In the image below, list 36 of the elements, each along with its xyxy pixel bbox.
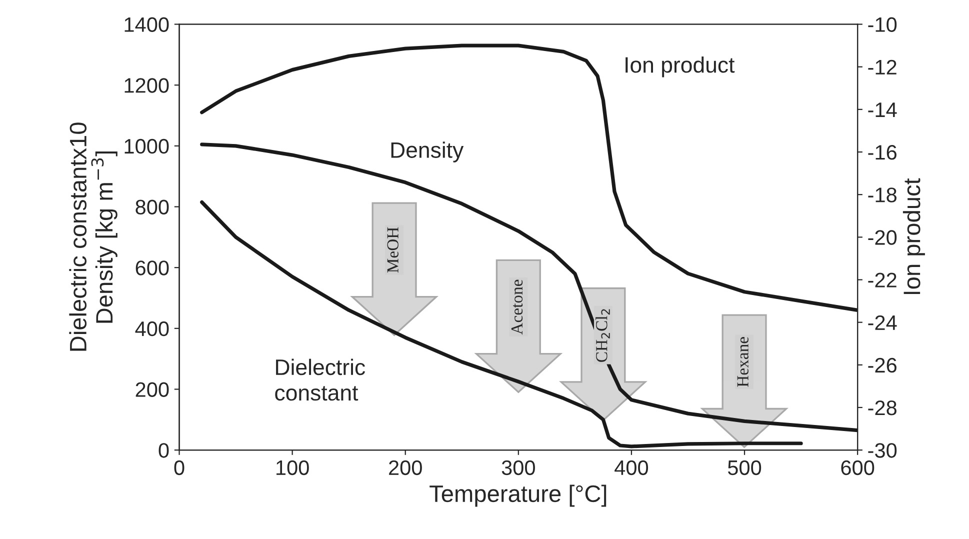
y2-tick-label: -24 xyxy=(868,315,897,330)
y2-tick-label: -28 xyxy=(868,400,896,416)
y2-tick-label: -30 xyxy=(868,443,897,458)
series-label: Ion product xyxy=(626,56,735,78)
series-label: Dielectric constant xyxy=(275,358,366,401)
y-tick-label: 400 xyxy=(135,321,169,336)
x-tick-label: 0 xyxy=(174,460,184,476)
y2-axis-title: Ion product xyxy=(902,178,925,294)
x-tick-label: 300 xyxy=(502,460,535,476)
x-tick-label: 200 xyxy=(389,460,422,476)
x-tick-label: 500 xyxy=(728,460,762,476)
y-tick-label: 1000 xyxy=(124,138,169,154)
series-label: Density xyxy=(391,142,464,162)
y2-tick-label: -20 xyxy=(868,230,897,245)
x-axis-title: Temperature [°C] xyxy=(430,484,606,507)
y2-tick-label: -16 xyxy=(868,145,896,160)
annotation: Hexane xyxy=(737,337,748,387)
x-tick-label: 100 xyxy=(276,460,309,476)
x-tick-label: 600 xyxy=(841,460,874,476)
y2-tick-label: -10 xyxy=(868,17,897,32)
y-tick-label: 0 xyxy=(158,443,169,458)
y-tick-label: 800 xyxy=(136,200,169,214)
annotation: MeOH xyxy=(387,227,398,273)
y2-tick-label: -14 xyxy=(868,102,897,117)
y-axis-title: Dielectric constantx10 Density [kg m$^{−3}$] xyxy=(69,122,118,351)
y-tick-label: 600 xyxy=(136,260,169,276)
y-tick-label: 1200 xyxy=(124,78,169,93)
y2-tick-label: -26 xyxy=(868,358,896,373)
annotation: Acetone xyxy=(511,280,523,335)
y2-tick-label: -18 xyxy=(868,188,896,202)
x-tick-label: 400 xyxy=(614,460,648,476)
annotation: CH$_{2}$Cl$_{2}$ xyxy=(596,309,610,362)
y-tick-label: 1400 xyxy=(124,17,169,32)
y2-tick-label: -12 xyxy=(868,60,896,74)
y2-tick-label: -22 xyxy=(868,272,896,288)
y-tick-label: 200 xyxy=(136,382,169,397)
